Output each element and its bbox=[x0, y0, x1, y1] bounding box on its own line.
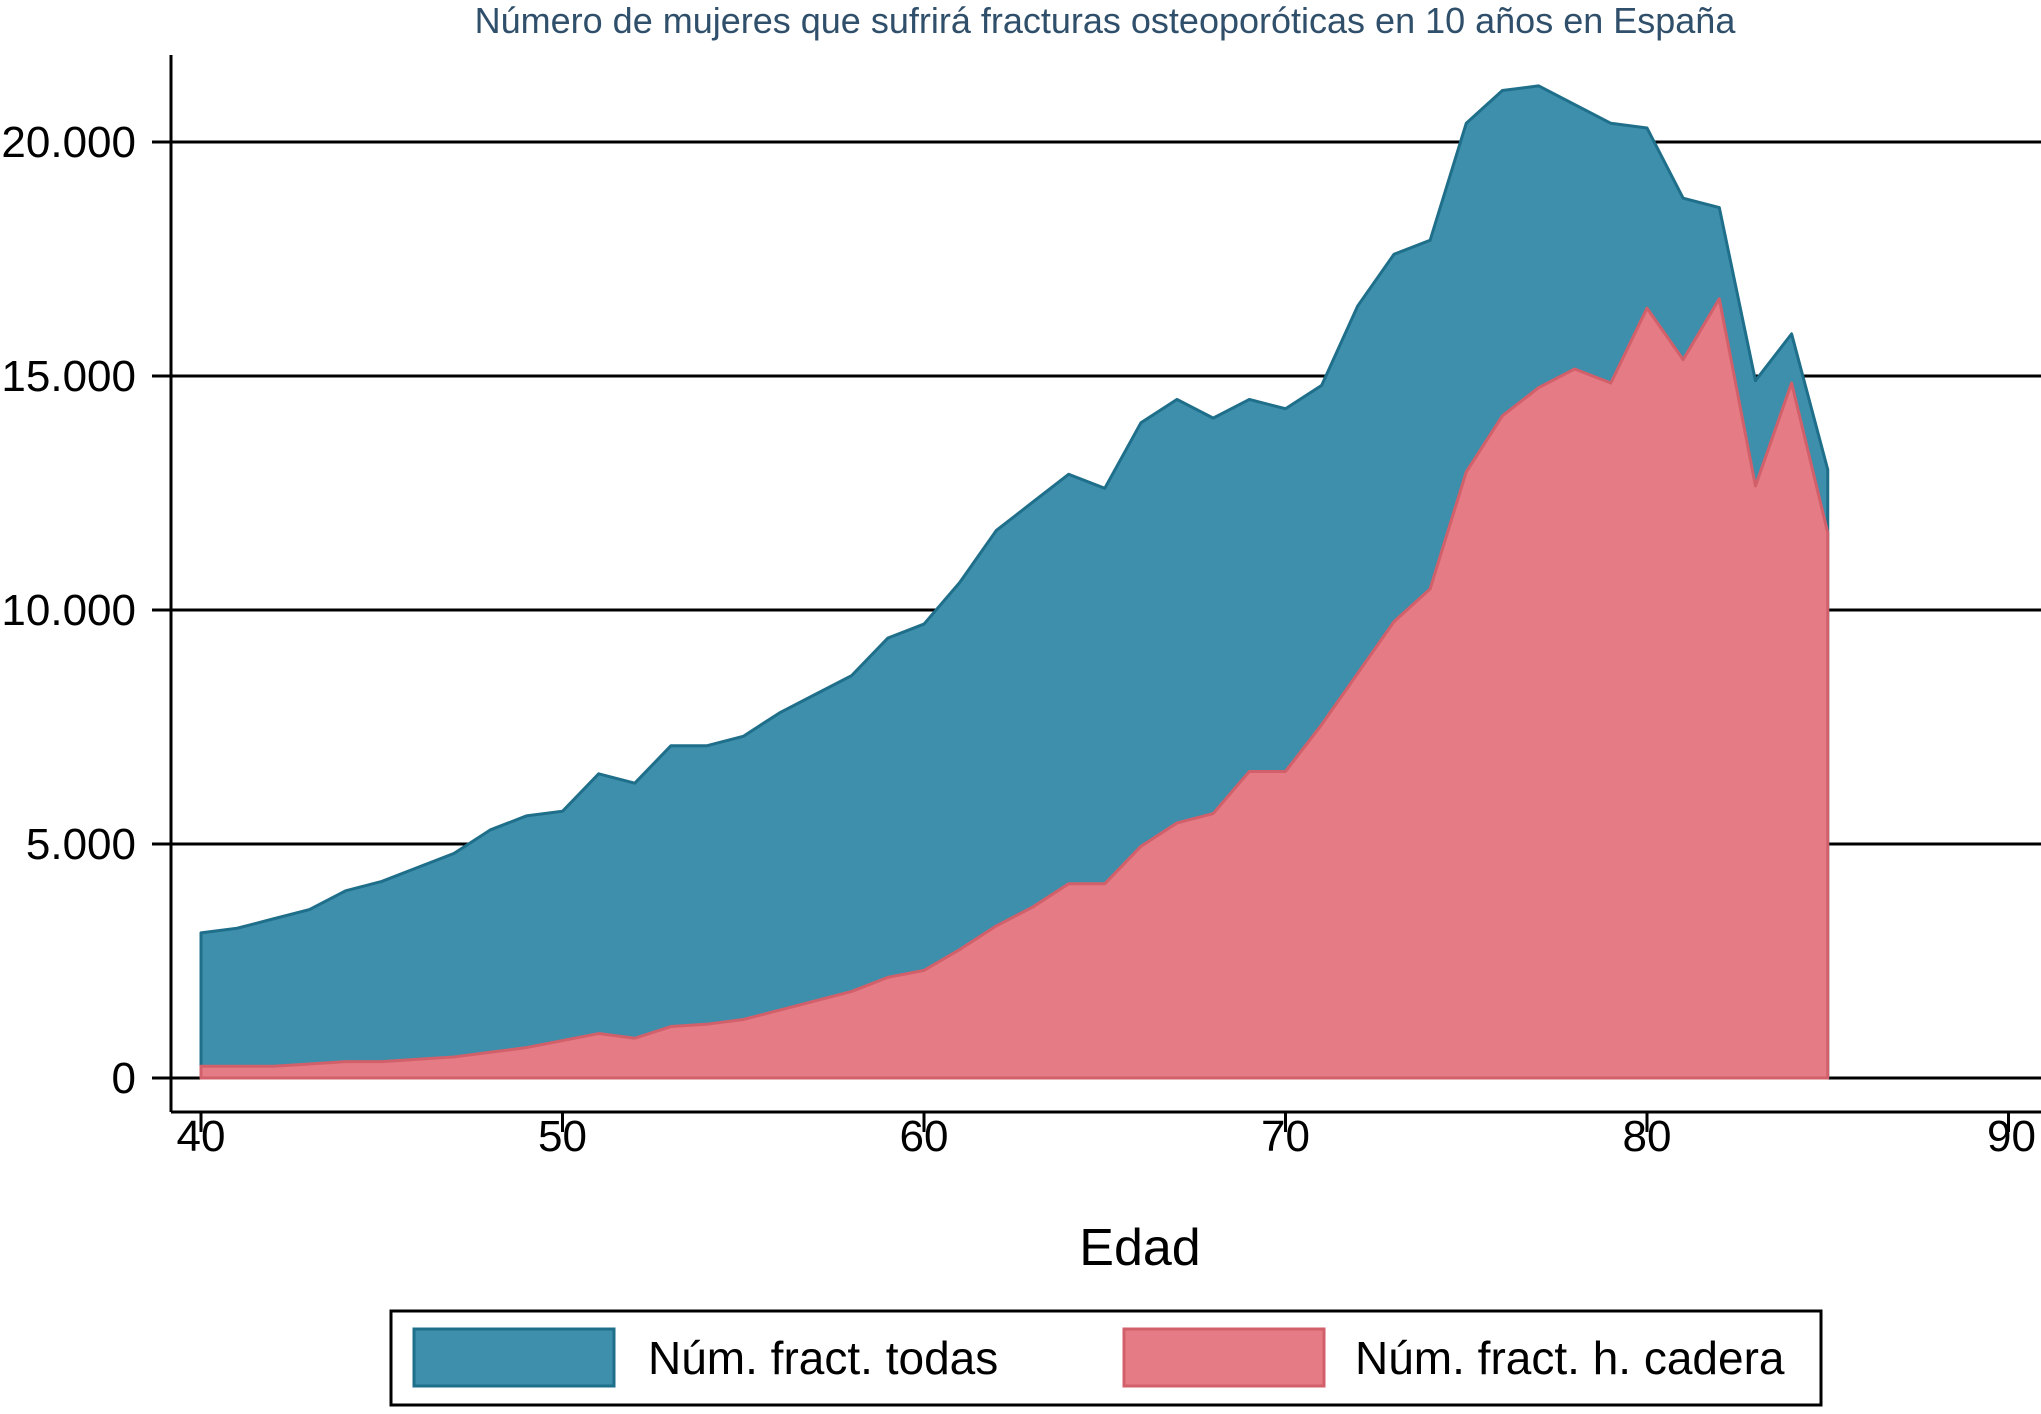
y-tick-label: 5.000 bbox=[26, 820, 136, 869]
legend-label-todas: Núm. fract. todas bbox=[648, 1332, 998, 1384]
x-tick-label: 80 bbox=[1623, 1112, 1672, 1161]
legend-swatch-cadera bbox=[1122, 1327, 1326, 1388]
y-tick-label: 20.000 bbox=[1, 118, 136, 167]
chart-title: Número de mujeres que sufrirá fracturas … bbox=[475, 0, 1737, 41]
y-tick-label: 10.000 bbox=[1, 586, 136, 635]
x-tick-label: 60 bbox=[900, 1112, 949, 1161]
y-tick-label: 15.000 bbox=[1, 352, 136, 401]
x-tick-label: 90 bbox=[1987, 1112, 2036, 1161]
axes: 0 5.000 10.000 15.000 20.000 40 50 60 70 80 90 bbox=[1, 55, 2041, 1161]
x-tick-label: 40 bbox=[177, 1112, 226, 1161]
area-series bbox=[199, 84, 1830, 1080]
y-tick-label: 0 bbox=[112, 1054, 136, 1103]
legend-frame bbox=[389, 1309, 1823, 1407]
x-tick-label: 50 bbox=[538, 1112, 587, 1161]
legend-label-cadera: Núm. fract. h. cadera bbox=[1355, 1332, 1785, 1384]
legend-swatch-todas bbox=[412, 1327, 616, 1388]
x-tick-label: 70 bbox=[1261, 1112, 1310, 1161]
x-axis-label: Edad bbox=[1079, 1219, 1200, 1277]
legend: Núm. fract. todas Núm. fract. h. cadera bbox=[389, 1309, 1823, 1407]
area-series-cadera bbox=[199, 297, 1830, 1080]
